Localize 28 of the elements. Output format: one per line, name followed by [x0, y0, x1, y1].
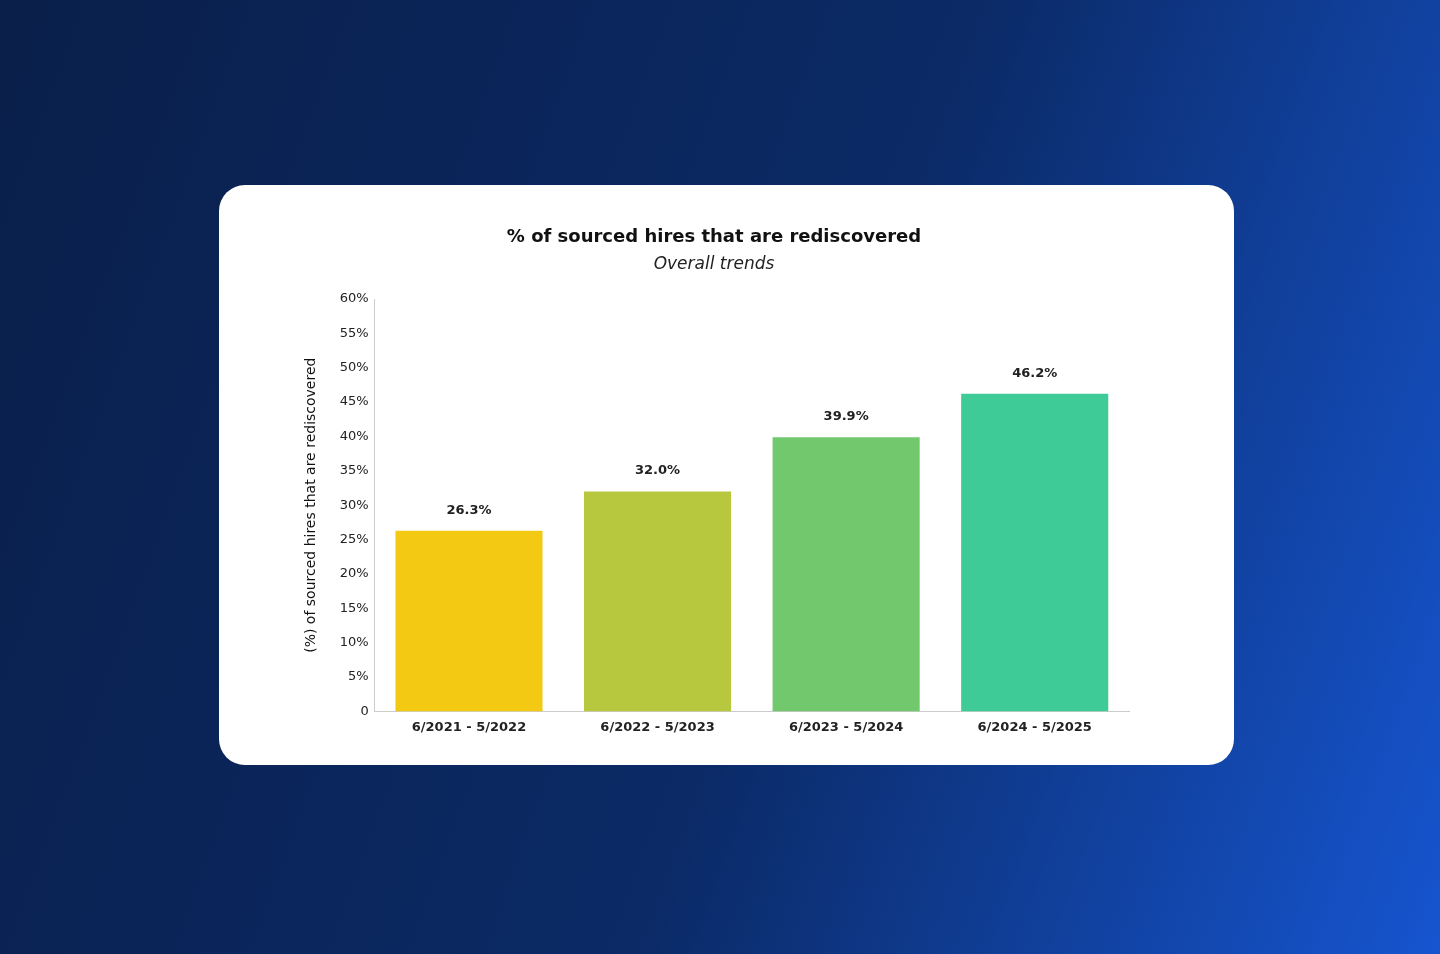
x-tick-label: 6/2021 - 5/2022	[411, 718, 527, 734]
bar	[395, 530, 543, 712]
data-label: 32.0%	[635, 462, 681, 478]
bar	[584, 491, 732, 712]
y-tick-label: 5%	[348, 668, 369, 684]
y-tick-label: 55%	[339, 324, 369, 340]
y-tick-label: 20%	[339, 565, 369, 581]
y-tick-label: 60%	[339, 290, 369, 306]
y-tick-label: 50%	[339, 359, 369, 375]
y-tick-label: 25%	[339, 530, 369, 546]
y-tick-label: 15%	[339, 599, 369, 615]
chart-title: % of sourced hires that are rediscovered	[506, 225, 922, 247]
bar	[772, 437, 920, 712]
y-tick-label: 10%	[339, 634, 369, 650]
y-tick-label: 45%	[339, 393, 369, 409]
y-axis-title: (%) of sourced hires that are rediscovered	[302, 357, 319, 653]
x-tick-label: 6/2024 - 5/2025	[977, 718, 1092, 734]
bar	[961, 393, 1109, 712]
data-label: 26.3%	[446, 501, 492, 517]
x-tick-label: 6/2023 - 5/2024	[788, 718, 904, 734]
y-tick-label: 35%	[339, 462, 369, 478]
y-tick-label: 0	[360, 702, 369, 718]
chart-subtitle: Overall trends	[653, 253, 775, 274]
x-tick-label: 6/2022 - 5/2023	[600, 718, 715, 734]
y-tick-label: 30%	[339, 496, 369, 512]
data-label: 39.9%	[823, 408, 869, 424]
y-tick-label: 40%	[339, 427, 369, 443]
data-label: 46.2%	[1012, 364, 1058, 380]
